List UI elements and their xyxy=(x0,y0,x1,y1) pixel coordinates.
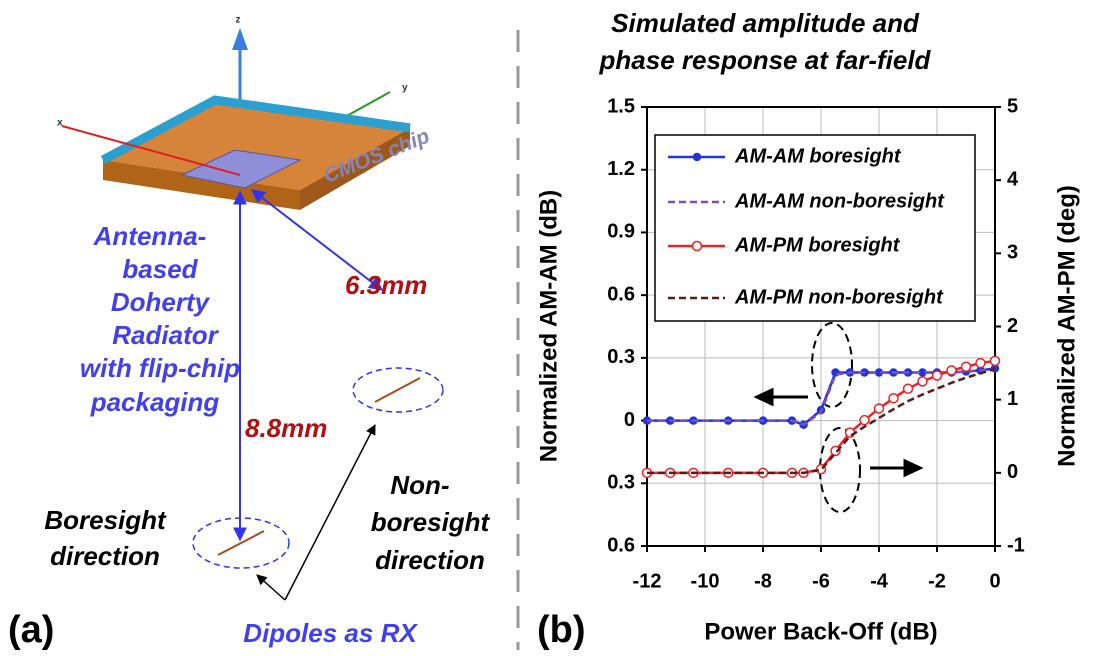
pointer xyxy=(285,425,375,600)
x-tick-label: -4 xyxy=(870,570,889,592)
panel-a: z y x CMOS chip Antenna- based Doherty R… xyxy=(8,15,586,651)
chart-title: phase response at far-field xyxy=(599,45,932,75)
radiator-label: based xyxy=(122,254,198,284)
chart-title: Simulated amplitude and xyxy=(611,8,920,38)
radiator-label: Antenna- xyxy=(93,221,207,251)
y2-tick-label: 0 xyxy=(1007,461,1018,483)
data-point xyxy=(889,394,898,403)
y2-tick-label: 1 xyxy=(1007,388,1018,410)
y-tick-label: 0.3 xyxy=(607,472,635,494)
pointer xyxy=(257,575,285,600)
data-point xyxy=(846,428,855,437)
legend-marker xyxy=(694,154,701,161)
y-tick-label: 0.6 xyxy=(607,534,635,556)
x-tick-label: -6 xyxy=(812,570,830,592)
x-axis-label: Power Back-Off (dB) xyxy=(704,618,937,645)
non-boresight-label: boresight xyxy=(371,507,491,537)
y-tick-label: 1.5 xyxy=(607,95,635,117)
y2-tick-label: 2 xyxy=(1007,315,1018,337)
y-axis-label: Normalized AM-AM (dB) xyxy=(535,190,562,462)
legend-label: AM-AM boresight xyxy=(734,145,902,167)
legend-label: AM-PM non-boresight xyxy=(734,286,944,308)
x-tick-label: 0 xyxy=(989,570,1000,592)
non-boresight-label: Non- xyxy=(390,470,449,500)
dipole xyxy=(375,378,420,402)
data-point xyxy=(875,404,884,413)
panel-label: (a) xyxy=(8,609,54,651)
x-tick-label: -8 xyxy=(754,570,772,592)
data-point xyxy=(904,384,913,393)
y-tick-label: 1.2 xyxy=(607,158,635,180)
legend-label: AM-PM boresight xyxy=(734,234,901,256)
distance-label: 6.3mm xyxy=(345,270,427,300)
figure: z y x CMOS chip Antenna- based Doherty R… xyxy=(0,0,1093,656)
x-tick-label: -10 xyxy=(691,570,720,592)
panel-b: Simulated amplitude and phase response a… xyxy=(535,8,1080,645)
y2-tick-label: -1 xyxy=(1007,534,1025,556)
distance-label: 8.8mm xyxy=(245,413,327,443)
dipoles-label: Dipoles as RX xyxy=(243,618,418,648)
legend-label: AM-AM non-boresight xyxy=(734,190,945,212)
data-point xyxy=(962,362,971,371)
radiator-label: with flip-chip xyxy=(80,353,240,383)
data-point xyxy=(933,371,942,380)
axis-name: x xyxy=(57,118,63,129)
y2-tick-label: 5 xyxy=(1007,95,1018,117)
legend-marker xyxy=(693,242,702,251)
axis-name: z xyxy=(236,15,241,26)
panel-label: (b) xyxy=(537,609,586,651)
radiator-label: Doherty xyxy=(111,287,211,317)
data-point xyxy=(991,356,1000,365)
y-tick-label: 0.6 xyxy=(607,283,635,305)
radiator-label: Radiator xyxy=(112,320,219,350)
data-point xyxy=(976,359,985,368)
data-point xyxy=(860,416,869,425)
boresight-label: Boresight xyxy=(44,505,167,535)
data-point xyxy=(918,377,927,386)
x-tick-label: -2 xyxy=(928,570,946,592)
y-tick-label: 0 xyxy=(624,409,635,431)
x-tick-label: -12 xyxy=(633,570,662,592)
radiator-label: packaging xyxy=(90,387,220,417)
z-arrow xyxy=(232,28,248,50)
y-tick-label: 0.9 xyxy=(607,221,635,243)
non-boresight-label: direction xyxy=(375,545,485,575)
boresight-label: direction xyxy=(50,541,160,571)
y2-axis-label: Normalized AM-PM (deg) xyxy=(1053,185,1080,467)
y2-tick-label: 4 xyxy=(1007,168,1019,190)
axis-name: y xyxy=(402,83,408,94)
data-point xyxy=(947,366,956,375)
y2-tick-label: 3 xyxy=(1007,242,1018,264)
y-tick-label: 0.3 xyxy=(607,346,635,368)
